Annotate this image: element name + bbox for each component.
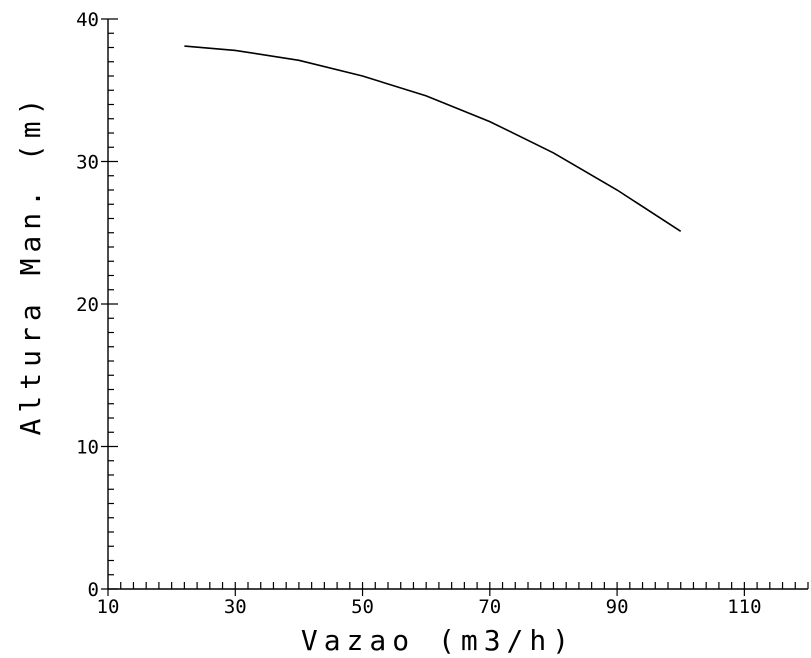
x-tick-label: 90 [606,596,629,618]
y-tick-label: 0 [88,579,99,601]
minor-ticks [108,32,809,589]
y-tick-label: 30 [76,152,99,174]
x-tick-label: 70 [478,596,501,618]
x-tick-label: 10 [97,596,120,618]
x-axis-title: Vazao (m3/h) [301,624,575,657]
y-tick-label: 10 [76,437,99,459]
x-tick-label: 30 [224,596,247,618]
y-axis-title: Altura Man. (m) [14,93,47,436]
series-line-0 [184,45,682,232]
x-tick-label: 50 [351,596,374,618]
major-ticks [101,18,745,596]
y-tick-label: 40 [76,9,99,31]
y-tick-label: 20 [76,294,99,316]
x-tick-label: 110 [727,596,761,618]
